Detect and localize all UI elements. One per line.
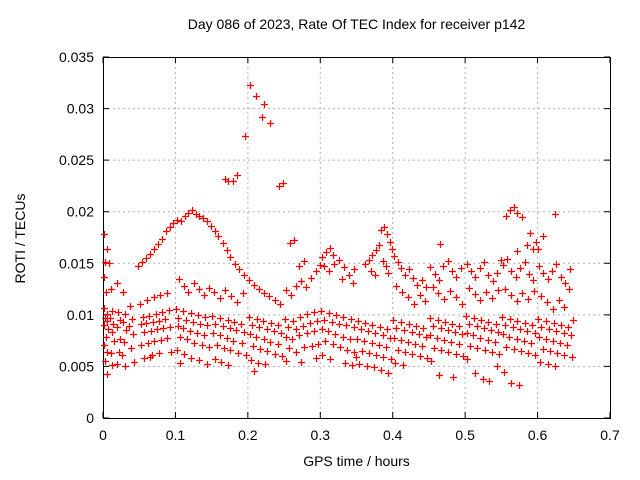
x-tick-label: 0.3 — [311, 427, 331, 443]
plot-frame — [103, 57, 611, 419]
x-tick-label: 0.4 — [383, 427, 403, 443]
x-tick-label: 0.2 — [238, 427, 258, 443]
y-tick-label: 0.025 — [59, 152, 94, 168]
y-tick-label: 0.03 — [67, 101, 94, 117]
x-tick-label: 0 — [99, 427, 107, 443]
x-tick-label: 0.6 — [528, 427, 548, 443]
x-tick-label: 0.7 — [600, 427, 620, 443]
x-tick-label: 0.5 — [455, 427, 475, 443]
y-tick-label: 0.01 — [67, 307, 94, 323]
x-axis-label: GPS time / hours — [303, 453, 410, 469]
y-tick-label: 0.035 — [59, 49, 94, 65]
chart-title: Day 086 of 2023, Rate Of TEC Index for r… — [187, 16, 526, 32]
y-tick-label: 0.015 — [59, 255, 94, 271]
y-tick-label: 0.02 — [67, 204, 94, 220]
scatter-series-roti — [101, 82, 577, 389]
x-tick-label: 0.1 — [166, 427, 186, 443]
grid-lines — [103, 57, 610, 418]
y-tick-label: 0 — [86, 410, 94, 426]
y-tick-label: 0.005 — [59, 358, 94, 374]
